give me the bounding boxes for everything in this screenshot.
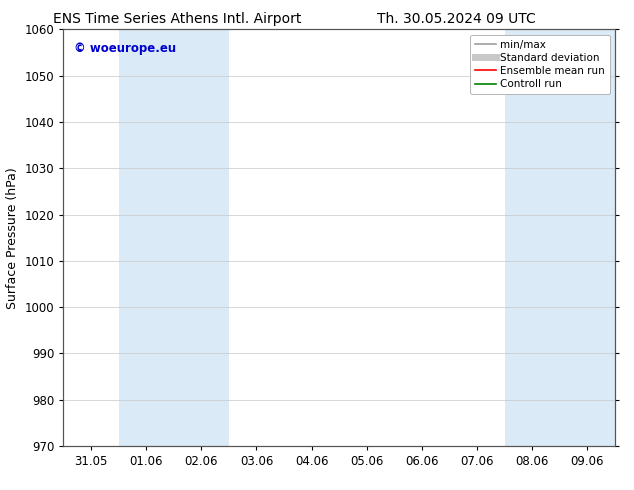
Text: © woeurope.eu: © woeurope.eu — [74, 42, 176, 55]
Y-axis label: Surface Pressure (hPa): Surface Pressure (hPa) — [6, 167, 19, 309]
Bar — [505, 29, 615, 446]
Bar — [119, 29, 229, 446]
Text: Th. 30.05.2024 09 UTC: Th. 30.05.2024 09 UTC — [377, 12, 536, 26]
Text: ENS Time Series Athens Intl. Airport: ENS Time Series Athens Intl. Airport — [53, 12, 302, 26]
Legend: min/max, Standard deviation, Ensemble mean run, Controll run: min/max, Standard deviation, Ensemble me… — [470, 35, 610, 95]
